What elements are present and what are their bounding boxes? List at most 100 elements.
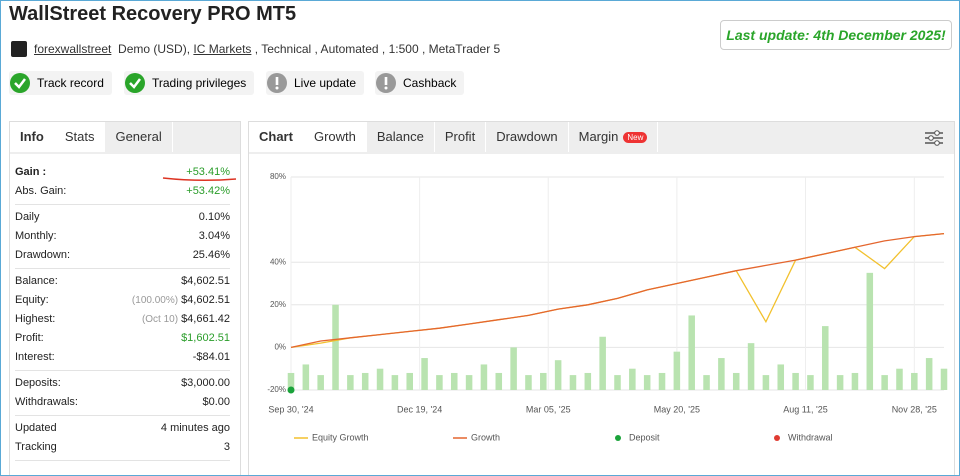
stat-row: Daily 0.10%	[15, 208, 230, 227]
series-line	[290, 232, 945, 349]
x-tick-label: May 20, '25	[654, 404, 700, 414]
stat-row: Withdrawals: $0.00	[15, 393, 230, 412]
stat-value-wrap: 3.04%	[199, 227, 230, 246]
chart-panel: Chart Growth Balance Profit Drawdown Margin Ne…	[248, 121, 955, 475]
tab[interactable]: Margin New	[568, 122, 659, 152]
stats-group: Balance: $4,602.51 Equity: (100.00%) $4,602.…	[15, 269, 230, 371]
stats-group: Deposits: $3,000.00 Withdrawals: $0.00	[15, 371, 230, 416]
bar	[822, 326, 829, 390]
stat-label: Profit:	[15, 332, 44, 344]
stat-value: $1,602.51	[181, 332, 230, 344]
bar	[450, 372, 458, 390]
bar	[347, 375, 354, 390]
badge: Live update	[266, 71, 365, 95]
last-update: Last update: 4th December 2025!	[720, 20, 952, 50]
stats-panel: Info Stats General Gain : +53.41% Abs. Gain:…	[9, 121, 241, 475]
stat-value-wrap: +53.42%	[186, 182, 230, 201]
stats-list: Gain : +53.41% Abs. Gain: +53.42% Daily 0.10%…	[10, 154, 240, 461]
bar	[747, 343, 755, 390]
stats-group: Daily 0.10% Monthly: 3.04% Drawdown: 25.46%	[15, 205, 230, 269]
series-line	[290, 232, 945, 349]
stat-row: Interest: -$84.01	[15, 348, 230, 367]
stat-label: Drawdown:	[15, 249, 71, 261]
stat-value-wrap: 4 minutes ago	[161, 419, 230, 438]
stat-note: (Oct 10)	[141, 314, 179, 325]
stat-value: +53.42%	[186, 185, 230, 197]
new-badge: New	[623, 131, 648, 143]
bar	[495, 372, 503, 390]
details: forexwallstreet Demo (USD), IC Markets ,…	[34, 42, 500, 56]
bar	[525, 375, 532, 390]
bar	[569, 375, 577, 390]
stat-row: Highest: (Oct 10) $4,661.42	[15, 310, 230, 329]
stat-value: $0.00	[202, 396, 230, 408]
settings-icon[interactable]	[924, 129, 944, 147]
bar	[718, 358, 725, 390]
bar	[376, 368, 384, 390]
tab[interactable]: Balance	[366, 122, 435, 152]
bar	[911, 372, 918, 390]
tab[interactable]: Growth	[303, 122, 367, 152]
stat-value: $4,602.51	[181, 275, 230, 287]
tab[interactable]: Stats	[54, 122, 106, 152]
stat-row: Equity: (100.00%) $4,602.51	[15, 291, 230, 310]
bar	[851, 372, 859, 390]
bar	[703, 375, 710, 390]
bar	[391, 375, 399, 390]
annotation-mark	[162, 177, 237, 182]
tab[interactable]: Drawdown	[486, 122, 569, 152]
stat-value: 3.04%	[198, 230, 230, 242]
tab[interactable]: Chart	[249, 122, 304, 152]
badge-label: Track record	[37, 76, 104, 90]
bar	[614, 375, 621, 390]
stat-value: $3,000.00	[181, 377, 230, 389]
bar	[302, 364, 310, 390]
badge-label: Live update	[294, 76, 357, 90]
stat-value-wrap: (100.00%) $4,602.51	[132, 291, 230, 310]
bar	[540, 372, 547, 390]
tab[interactable]: Info	[10, 122, 55, 152]
stat-value-wrap: $0.00	[202, 393, 230, 412]
stat-label: Withdrawals:	[15, 396, 78, 408]
badge: Trading privileges	[124, 71, 255, 95]
tab[interactable]: General	[105, 122, 173, 152]
bar	[881, 375, 888, 390]
stat-row: Abs. Gain: +53.42%	[15, 182, 230, 201]
stat-label: Abs. Gain:	[15, 185, 67, 197]
badge-icon	[267, 73, 287, 93]
legend-label: Equity Growth	[312, 432, 369, 442]
bar	[643, 375, 651, 390]
stats-group: Gain : +53.41% Abs. Gain: +53.42%	[15, 160, 230, 205]
bar	[406, 372, 413, 390]
bar	[836, 375, 844, 390]
x-tick-label: Sep 30, '24	[268, 404, 313, 414]
stat-value-wrap: 25.46%	[193, 246, 230, 265]
legend-label: Withdrawal	[788, 432, 833, 442]
stat-value-wrap: 0.10%	[199, 208, 230, 227]
user-link[interactable]: forexwallstreet	[34, 42, 112, 56]
point	[287, 386, 295, 394]
bar	[762, 375, 770, 390]
stats-group: Updated 4 minutes ago Tracking 3	[15, 416, 230, 461]
stat-label: Deposits:	[15, 377, 61, 389]
badge-icon	[376, 73, 396, 93]
stat-label: Highest:	[15, 313, 56, 325]
legend-label: Growth	[471, 432, 500, 442]
stat-row: Monthly: 3.04%	[15, 227, 230, 246]
stat-value-wrap: (Oct 10) $4,661.42	[142, 310, 230, 329]
stat-row: Updated 4 minutes ago	[15, 419, 230, 438]
badge: Track record	[9, 71, 112, 95]
bar	[436, 375, 443, 390]
title: WallStreet Recovery PRO MT5	[9, 3, 297, 25]
bar	[465, 375, 473, 390]
bar	[688, 315, 695, 390]
stat-value-wrap: $1,602.51	[181, 329, 230, 348]
stat-value: 0.10%	[198, 211, 230, 223]
bar	[866, 272, 874, 390]
avatar	[11, 41, 27, 57]
y-tick-label: -20%	[267, 385, 286, 394]
tab[interactable]: Profit	[434, 122, 487, 152]
broker-link[interactable]: IC Markets	[193, 42, 252, 56]
